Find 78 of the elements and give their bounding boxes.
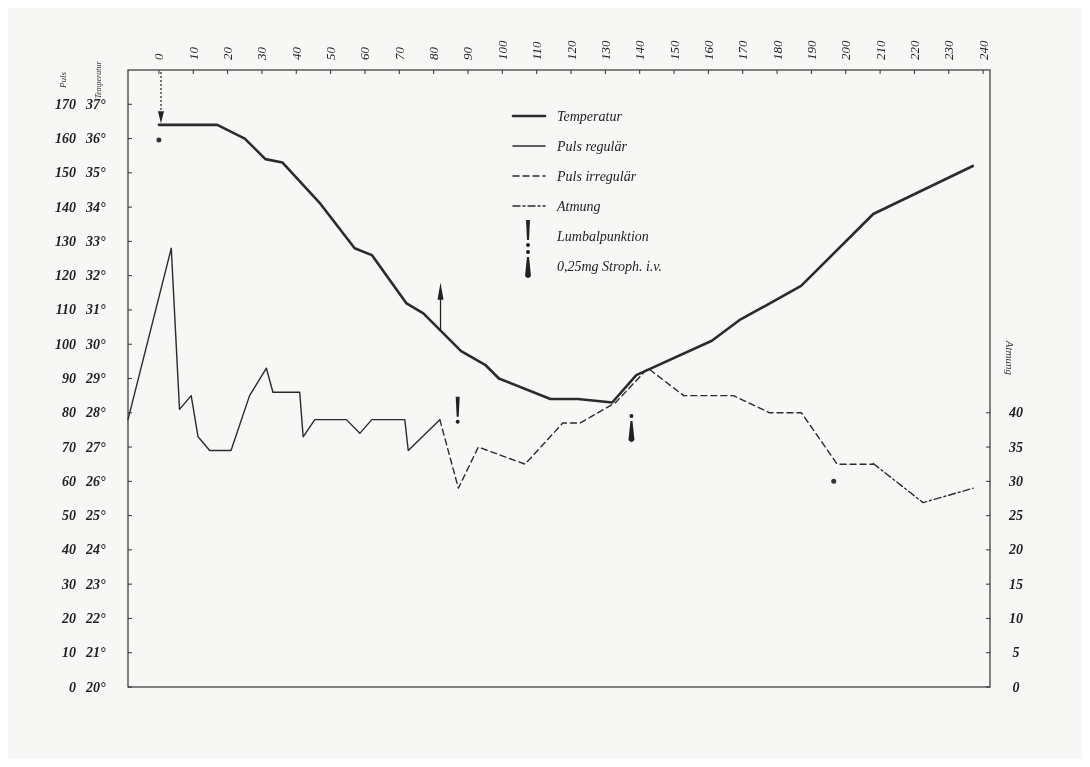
- y2-tick-label: 27°: [85, 439, 106, 455]
- y3-tick-label: 25: [1008, 508, 1023, 524]
- x-tick-label: 170: [735, 40, 751, 60]
- y2-tick-label: 30°: [85, 336, 106, 352]
- x-tick-label: 120: [563, 40, 579, 60]
- x-tick-label: 180: [769, 40, 785, 60]
- y3-tick-label: 35: [1008, 439, 1023, 455]
- y2-tick-label: 33°: [85, 233, 106, 249]
- x-tick-label: 40: [288, 46, 304, 60]
- y-tick-label: 100: [55, 336, 76, 352]
- x-tick-label: 150: [666, 40, 682, 60]
- legend-label: Puls regulär: [556, 138, 628, 154]
- y3-axis-title: Atmung: [1004, 339, 1016, 376]
- y3-tick-label: 20: [1008, 542, 1023, 558]
- x-tick-label: 110: [529, 40, 545, 60]
- x-tick-label: 240: [975, 40, 991, 60]
- y-tick-label: 10: [62, 645, 76, 661]
- y2-tick-label: 29°: [85, 371, 106, 386]
- y-tick-label: 130: [55, 233, 76, 249]
- x-tick-label: 230: [941, 40, 957, 60]
- y-tick-label: 150: [55, 165, 76, 181]
- y2-tick-label: 35°: [85, 165, 106, 181]
- x-tick-label: 20: [220, 46, 236, 60]
- x-tick-label: 90: [460, 46, 476, 60]
- y3-tick-label: 5: [1012, 645, 1020, 661]
- y-tick-label: 40: [61, 542, 76, 558]
- y-tick-label: 60: [62, 473, 76, 489]
- x-tick-label: 210: [872, 40, 888, 60]
- x-tick-label: 80: [426, 46, 442, 60]
- y2-axis-title: Temperatur: [93, 60, 103, 99]
- legend-label: Temperatur: [557, 108, 623, 124]
- y2-tick-label: 36°: [85, 131, 106, 147]
- y2-tick-label: 24°: [85, 542, 106, 558]
- y3-tick-label: 40: [1008, 405, 1023, 421]
- y3-tick-label: 15: [1009, 576, 1023, 592]
- y2-tick-label: 28°: [85, 405, 106, 421]
- x-tick-label: 10: [185, 46, 201, 60]
- legend-label: Atmung: [556, 198, 601, 214]
- x-tick-label: 200: [838, 40, 854, 60]
- legend-label: Puls irregulär: [556, 168, 637, 184]
- y-tick-label: 160: [55, 131, 76, 147]
- x-tick-label: 100: [494, 40, 510, 60]
- x-tick-label: 70: [391, 46, 407, 60]
- y-axis-title: Puls: [58, 71, 68, 90]
- y2-tick-label: 26°: [85, 473, 106, 489]
- y2-tick-label: 21°: [85, 645, 106, 661]
- y-tick-label: 170: [55, 96, 76, 112]
- x-tick-label: 60: [357, 46, 373, 60]
- y3-tick-label: 10: [1009, 610, 1023, 626]
- x-tick-label: 50: [323, 46, 339, 60]
- y2-tick-label: 23°: [85, 576, 106, 592]
- y-tick-label: 140: [55, 199, 76, 215]
- x-tick-label: 0: [151, 53, 167, 60]
- y-tick-label: 20: [61, 610, 76, 626]
- x-tick-label: 160: [700, 40, 716, 60]
- y2-tick-label: 31°: [85, 302, 106, 318]
- y3-tick-label: 0: [1012, 679, 1020, 695]
- x-tick-label: 30: [254, 46, 270, 61]
- y-tick-label: 110: [55, 302, 76, 318]
- y-tick-label: 50: [62, 508, 76, 524]
- y-tick-label: 120: [55, 268, 76, 284]
- y-tick-label: 80: [62, 405, 76, 421]
- y-tick-label: 30: [61, 576, 76, 592]
- y2-tick-label: 20°: [85, 679, 106, 695]
- y-tick-label: 90: [62, 371, 76, 386]
- y2-tick-label: 32°: [85, 268, 106, 284]
- y2-tick-label: 25°: [85, 508, 106, 524]
- y2-tick-label: 22°: [85, 610, 106, 626]
- x-tick-label: 190: [803, 40, 819, 60]
- x-tick-label: 220: [906, 40, 922, 60]
- annotation: Lumbalpunktion: [556, 228, 649, 244]
- y-tick-label: 70: [62, 439, 76, 455]
- y-tick-label: 0: [69, 679, 76, 695]
- annotation: 0,25mg Stroph. i.v.: [557, 258, 662, 274]
- x-tick-label: 130: [597, 40, 613, 60]
- y2-tick-label: 34°: [85, 199, 106, 215]
- x-tick-label: 140: [632, 40, 648, 60]
- y3-tick-label: 30: [1008, 473, 1023, 489]
